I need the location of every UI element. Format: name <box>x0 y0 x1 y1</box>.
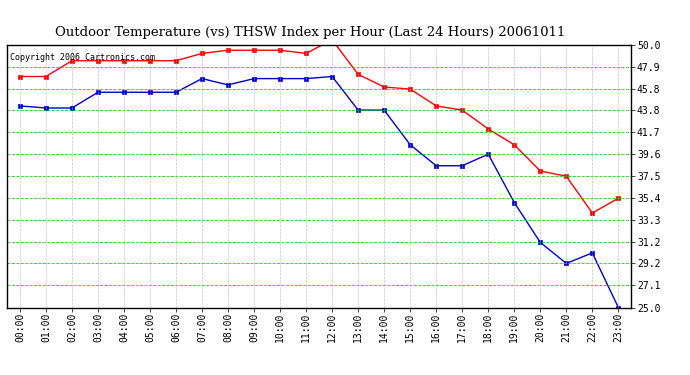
Text: Outdoor Temperature (vs) THSW Index per Hour (Last 24 Hours) 20061011: Outdoor Temperature (vs) THSW Index per … <box>55 26 566 39</box>
Text: Copyright 2006 Cartronics.com: Copyright 2006 Cartronics.com <box>10 53 155 62</box>
